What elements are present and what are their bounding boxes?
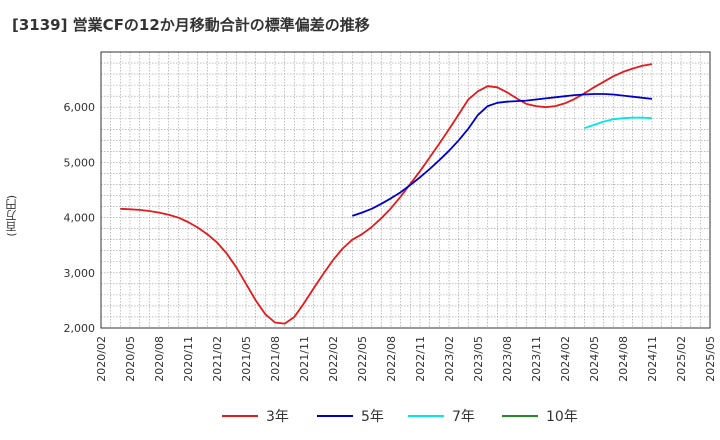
x-tick-label: 2021/05 <box>240 336 253 382</box>
plot-frame <box>100 51 711 329</box>
y-tick-label: 2,000 <box>64 322 96 335</box>
x-tick-label: 2021/08 <box>269 336 282 382</box>
x-tick-label: 2020/05 <box>124 336 137 382</box>
x-tick-label: 2022/08 <box>385 336 398 382</box>
y-tick-label: 5,000 <box>64 156 96 169</box>
x-tick-label: 2021/11 <box>298 336 311 382</box>
x-tick-label: 2023/08 <box>501 336 514 382</box>
x-tick-label: 2020/02 <box>95 336 108 382</box>
legend-label-3y: 3年 <box>266 409 289 425</box>
legend-label-10y: 10年 <box>546 409 578 425</box>
x-tick-label: 2022/05 <box>356 336 369 382</box>
legend-swatch-5y <box>317 415 353 417</box>
x-tick-label: 2025/05 <box>704 336 717 382</box>
x-tick-label: 2023/05 <box>472 336 485 382</box>
x-tick-label: 2024/05 <box>588 336 601 382</box>
x-tick-label: 2022/02 <box>327 336 340 382</box>
legend-swatch-7y <box>408 415 444 417</box>
x-tick-label: 2022/11 <box>414 336 427 382</box>
x-tick-label: 2021/02 <box>211 336 224 382</box>
legend-item-5y: 5年 <box>317 404 384 428</box>
x-tick-label: 2024/08 <box>617 336 630 382</box>
legend-item-3y: 3年 <box>222 404 289 428</box>
chart-title: [3139] 営業CFの12か月移動合計の標準偏差の推移 <box>12 16 370 34</box>
legend-label-5y: 5年 <box>361 409 384 425</box>
legend-label-7y: 7年 <box>452 409 475 425</box>
legend-item-7y: 7年 <box>408 404 475 428</box>
legend-item-10y: 10年 <box>502 404 578 428</box>
chart-legend: 3年 5年 7年 10年 <box>0 404 720 428</box>
x-tick-label: 2023/11 <box>530 336 543 382</box>
series-line-1 <box>120 63 653 325</box>
legend-swatch-10y <box>502 415 538 417</box>
y-tick-label: 4,000 <box>64 212 96 225</box>
x-tick-label: 2024/11 <box>646 336 659 382</box>
legend-swatch-3y <box>222 415 258 417</box>
series-line-3 <box>584 116 653 130</box>
series-line-2 <box>352 93 653 217</box>
y-tick-label: 6,000 <box>64 101 96 114</box>
x-tick-label: 2025/02 <box>675 336 688 382</box>
x-tick-label: 2024/02 <box>559 336 572 382</box>
x-tick-label: 2023/02 <box>443 336 456 382</box>
y-tick-label: 3,000 <box>64 267 96 280</box>
x-tick-label: 2020/11 <box>182 336 195 382</box>
x-tick-label: 2020/08 <box>153 336 166 382</box>
